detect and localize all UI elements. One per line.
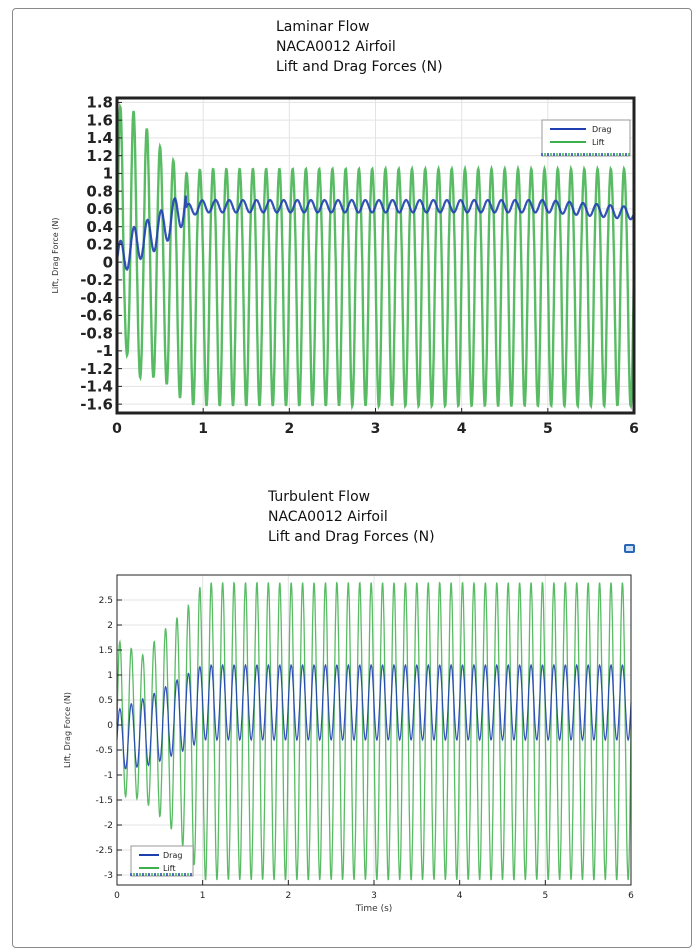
y-tick-label: -2.5 xyxy=(95,846,113,856)
y-tick-label: -3 xyxy=(104,871,113,881)
chart-legend: Drag Lift xyxy=(130,845,194,877)
y-tick-label: -1.5 xyxy=(95,796,113,806)
y-axis-label: Lift, Drag Force (N) xyxy=(63,692,72,768)
chart-1-title-line: Laminar Flow xyxy=(276,19,370,35)
x-tick-label: 5 xyxy=(542,891,548,901)
y-tick-label: 0.2 xyxy=(86,236,113,254)
legend-box xyxy=(541,119,631,157)
y-tick-label: 0 xyxy=(103,253,113,271)
y-tick-label: 0.6 xyxy=(86,200,113,218)
y-tick-label: -0.2 xyxy=(80,271,113,289)
y-tick-label: -0.5 xyxy=(95,746,113,756)
y-tick-label: -1.2 xyxy=(80,360,113,378)
chart-2-title-line: Lift and Drag Forces (N) xyxy=(268,529,435,545)
y-tick-label: 1.4 xyxy=(86,129,113,147)
y-tick-label: -1.6 xyxy=(80,395,113,413)
chart-legend: Drag Lift xyxy=(541,119,631,157)
x-tick-label: 0 xyxy=(114,891,120,901)
x-tick-label: 2 xyxy=(284,421,294,437)
y-tick-label: 2.5 xyxy=(99,596,113,606)
y-axis-label: Lift, Drag Force (N) xyxy=(51,218,60,294)
y-tick-label: -1 xyxy=(96,342,113,360)
legend-label-lift: Lift xyxy=(592,138,605,147)
y-tick-label: 0.5 xyxy=(99,696,113,706)
series-line-drag xyxy=(115,195,636,271)
y-tick-label: 1 xyxy=(107,671,113,681)
y-tick-label: -0.4 xyxy=(80,289,113,307)
y-tick-label: -0.8 xyxy=(80,324,113,342)
x-tick-label: 6 xyxy=(629,421,639,437)
series-line-drag xyxy=(116,663,632,770)
window-restore-icon[interactable] xyxy=(624,544,635,553)
series-line-lift xyxy=(116,581,632,881)
x-tick-label: 4 xyxy=(457,421,467,437)
x-tick-label: 2 xyxy=(285,891,291,901)
chart-1-title: Laminar Flow NACA0012 Airfoil Lift and D… xyxy=(276,17,443,77)
y-tick-label: -1.4 xyxy=(80,378,113,396)
y-tick-label: 0.4 xyxy=(86,218,113,236)
chart-2: 2.521.510.50-0.5-1-1.5-2-2.5-30 1 2 3 4 5 6Lif… xyxy=(63,574,634,914)
x-axis-label: Time (s) xyxy=(355,904,393,914)
legend-label-drag: Drag xyxy=(163,851,182,860)
y-tick-label: 1.2 xyxy=(86,147,113,165)
x-tick-label: 1 xyxy=(198,421,208,437)
chart-1: 1.81.61.41.210.80.60.40.20-0.2-0.4-0.6-0… xyxy=(51,94,639,437)
legend-box xyxy=(130,845,194,877)
x-tick-label: 1 xyxy=(200,891,206,901)
y-tick-label: 1 xyxy=(103,165,113,183)
chart-1-title-line: Lift and Drag Forces (N) xyxy=(276,59,443,75)
chart-1-title-line: NACA0012 Airfoil xyxy=(276,39,396,55)
x-tick-label: 3 xyxy=(371,421,381,437)
y-tick-label: -1 xyxy=(104,771,113,781)
x-tick-label: 6 xyxy=(628,891,634,901)
y-tick-label: 1.6 xyxy=(86,111,113,129)
chart-2-title: Turbulent Flow NACA0012 Airfoil Lift and… xyxy=(268,487,435,547)
x-tick-label: 5 xyxy=(543,421,553,437)
legend-label-lift: Lift xyxy=(163,864,176,873)
y-tick-label: -0.6 xyxy=(80,307,113,325)
y-tick-label: -2 xyxy=(104,821,113,831)
x-tick-label: 0 xyxy=(112,421,122,437)
x-tick-label: 4 xyxy=(457,891,463,901)
chart-2-title-line: Turbulent Flow xyxy=(268,489,371,505)
y-tick-label: 2 xyxy=(107,621,113,631)
series-line-lift xyxy=(115,102,636,411)
y-tick-label: 0 xyxy=(107,721,113,731)
legend-label-drag: Drag xyxy=(592,125,611,134)
y-tick-label: 0.8 xyxy=(86,182,113,200)
y-tick-label: 1.5 xyxy=(99,646,113,656)
y-tick-label: 1.8 xyxy=(86,94,113,112)
chart-2-title-line: NACA0012 Airfoil xyxy=(268,509,388,525)
x-tick-label: 3 xyxy=(371,891,377,901)
